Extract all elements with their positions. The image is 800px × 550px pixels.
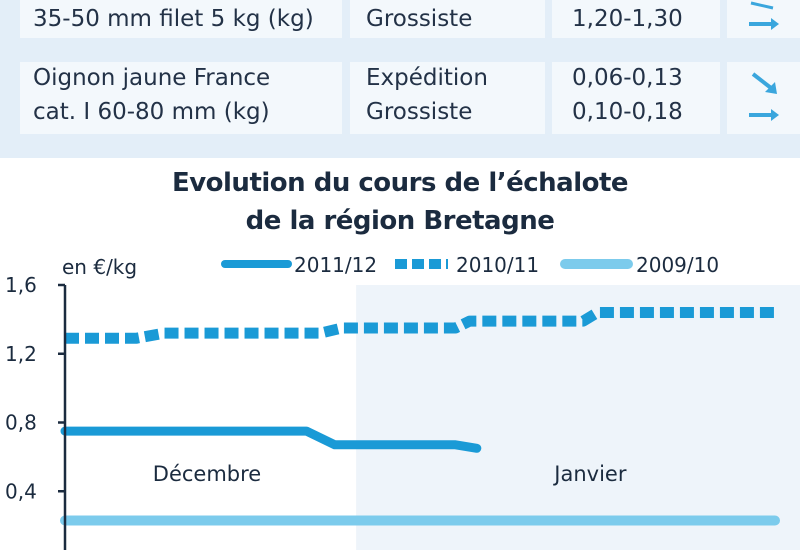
y-axis-label: en €/kg xyxy=(62,255,137,279)
cell-stage-2 xyxy=(350,62,545,134)
y-tick-label: 0,8 xyxy=(5,411,37,435)
product-label: cat. I 60-80 mm (kg) xyxy=(33,99,270,125)
chart-title-line-2: de la région Bretagne xyxy=(245,206,555,236)
product-label: Oignon jaune France xyxy=(33,65,271,91)
series-line-2010-11 xyxy=(65,307,775,344)
y-tick-label: 1,6 xyxy=(5,273,37,297)
y-tick-label: 0,4 xyxy=(5,479,37,503)
legend-label: 2011/12 xyxy=(294,253,377,277)
trend-right-arrow-icon xyxy=(749,1,779,30)
legend-label: 2009/10 xyxy=(636,253,719,277)
legend-label: 2010/11 xyxy=(456,253,539,277)
price-value: 0,10-0,18 xyxy=(572,99,683,125)
period-background-janvier xyxy=(356,285,800,550)
cell-stage-1 xyxy=(350,0,545,38)
chart-title-line-1: Evolution du cours de l’échalote xyxy=(171,168,629,198)
y-tick-label: 0,0 xyxy=(5,548,37,550)
price-value: 0,06-0,13 xyxy=(572,65,683,91)
period-label: Janvier xyxy=(552,462,627,486)
stage-label: Expédition xyxy=(366,65,488,91)
cell-price-1 xyxy=(552,0,720,38)
trend-down-right-arrow-icon xyxy=(751,72,777,94)
stage-label: Grossiste xyxy=(366,99,473,125)
price-table: 35-50 mm filet 5 kg (kg) Grossiste 1,20-… xyxy=(0,0,800,158)
series-line-2011-12 xyxy=(60,426,482,453)
cell-product-1 xyxy=(20,0,342,38)
cell-price-2 xyxy=(552,62,720,134)
price-value: 1,20-1,30 xyxy=(572,6,683,32)
cell-trend-2 xyxy=(727,62,800,134)
trend-right-arrow-icon xyxy=(749,109,779,121)
cell-product-2 xyxy=(20,62,342,134)
y-tick-label: 1,2 xyxy=(5,342,37,366)
period-label: Décembre xyxy=(153,462,261,486)
product-label: 35-50 mm filet 5 kg (kg) xyxy=(33,6,314,32)
stage-label: Grossiste xyxy=(366,6,473,32)
